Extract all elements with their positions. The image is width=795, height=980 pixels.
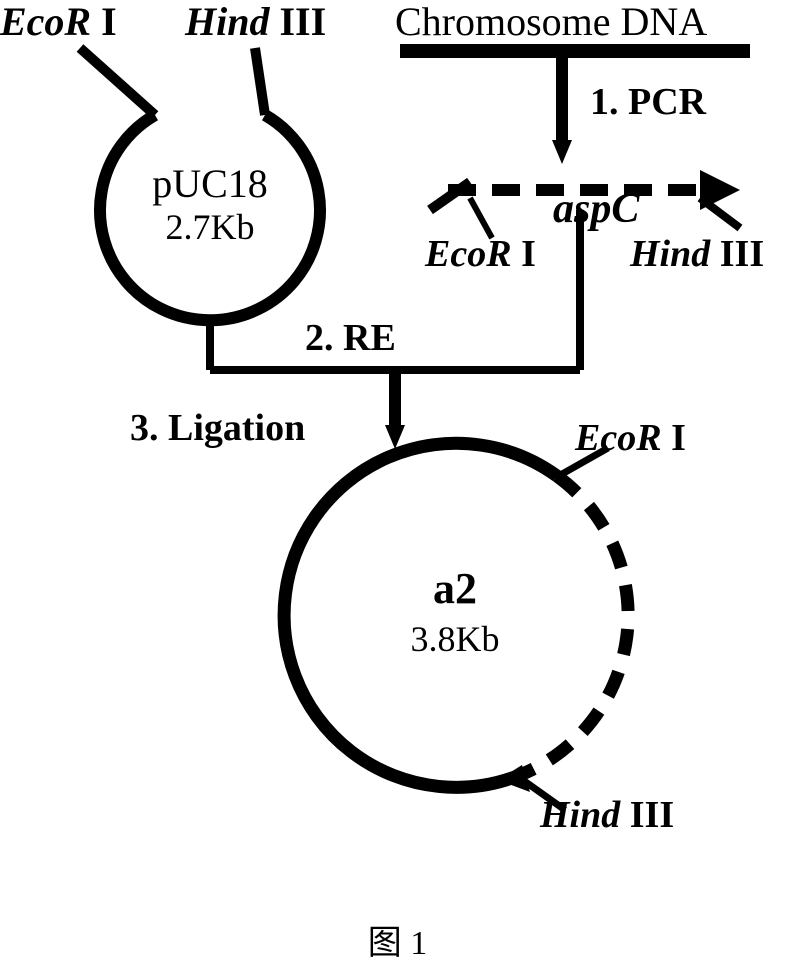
pointer-hind-p2 (520, 778, 565, 810)
plasmid2-insert (520, 476, 628, 775)
plasmid1-circle (100, 115, 320, 320)
chromosome-bar (400, 44, 750, 58)
diagram-svg (0, 0, 795, 980)
pointer-ecor-p2 (555, 448, 608, 478)
pointer-hind-top (255, 48, 265, 115)
plasmid2-solid (284, 443, 557, 787)
primer-right (700, 198, 740, 228)
pointer-ecor-frag (470, 198, 492, 238)
diagram-root: EcoR I Hind III Chromosome DNA 1. PCR 2.… (0, 0, 795, 980)
pointer-ecor-top (80, 48, 155, 115)
